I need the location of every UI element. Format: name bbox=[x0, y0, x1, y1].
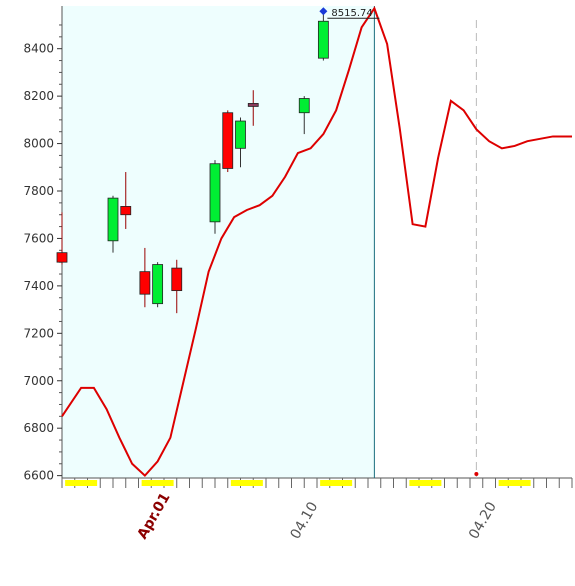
candle-layer bbox=[56, 13, 329, 314]
candle bbox=[235, 117, 246, 168]
last-price-label: 8515.74 bbox=[331, 8, 372, 19]
weekend-marker bbox=[65, 480, 98, 486]
candle bbox=[209, 160, 221, 234]
forecast-line bbox=[61, 6, 572, 478]
candle-body bbox=[107, 197, 119, 242]
candle bbox=[298, 96, 310, 135]
candle bbox=[56, 212, 68, 265]
candle bbox=[107, 195, 119, 253]
weekend-marker bbox=[230, 480, 263, 486]
cursor-marker bbox=[474, 472, 479, 476]
candle bbox=[222, 110, 234, 173]
candle-body bbox=[56, 252, 68, 263]
candle-body bbox=[247, 103, 259, 107]
y-tick-label: 7600 bbox=[23, 231, 54, 245]
candle-body bbox=[317, 20, 329, 59]
candle-body bbox=[120, 206, 132, 216]
candle bbox=[171, 259, 183, 314]
last-price-marker bbox=[319, 7, 328, 16]
y-tick-label: 8000 bbox=[23, 137, 54, 151]
y-tick-label: 7800 bbox=[23, 184, 54, 198]
history-region-background bbox=[62, 6, 375, 478]
y-tick-label: 8400 bbox=[23, 42, 54, 56]
candle-body bbox=[235, 120, 246, 149]
candle-body bbox=[298, 98, 310, 114]
weekend-marker bbox=[409, 480, 442, 486]
y-tick-label: 7400 bbox=[23, 279, 54, 293]
y-tick-label: 8200 bbox=[23, 89, 54, 103]
weekend-marker bbox=[498, 480, 531, 486]
candle bbox=[152, 262, 164, 308]
axis-layer: 6600 6800 7000 7200 7400 7600 7800 8000 8200 8400 bbox=[23, 6, 573, 488]
candle-body bbox=[171, 267, 183, 292]
candle bbox=[139, 247, 151, 308]
y-tick-label: 7200 bbox=[23, 326, 54, 340]
weekend-marker bbox=[320, 480, 353, 486]
candle bbox=[120, 172, 132, 229]
candle-body bbox=[139, 271, 151, 295]
candle bbox=[247, 90, 259, 126]
y-tick-label: 6800 bbox=[23, 421, 54, 435]
forecast-line-layer bbox=[61, 6, 572, 478]
candle bbox=[317, 13, 329, 61]
candle-body bbox=[222, 112, 234, 169]
candle-body bbox=[152, 264, 164, 305]
y-tick-label: 7000 bbox=[23, 374, 54, 388]
y-tick-label: 6600 bbox=[23, 469, 54, 483]
weekend-marker bbox=[141, 480, 174, 486]
candle-body bbox=[209, 163, 221, 223]
